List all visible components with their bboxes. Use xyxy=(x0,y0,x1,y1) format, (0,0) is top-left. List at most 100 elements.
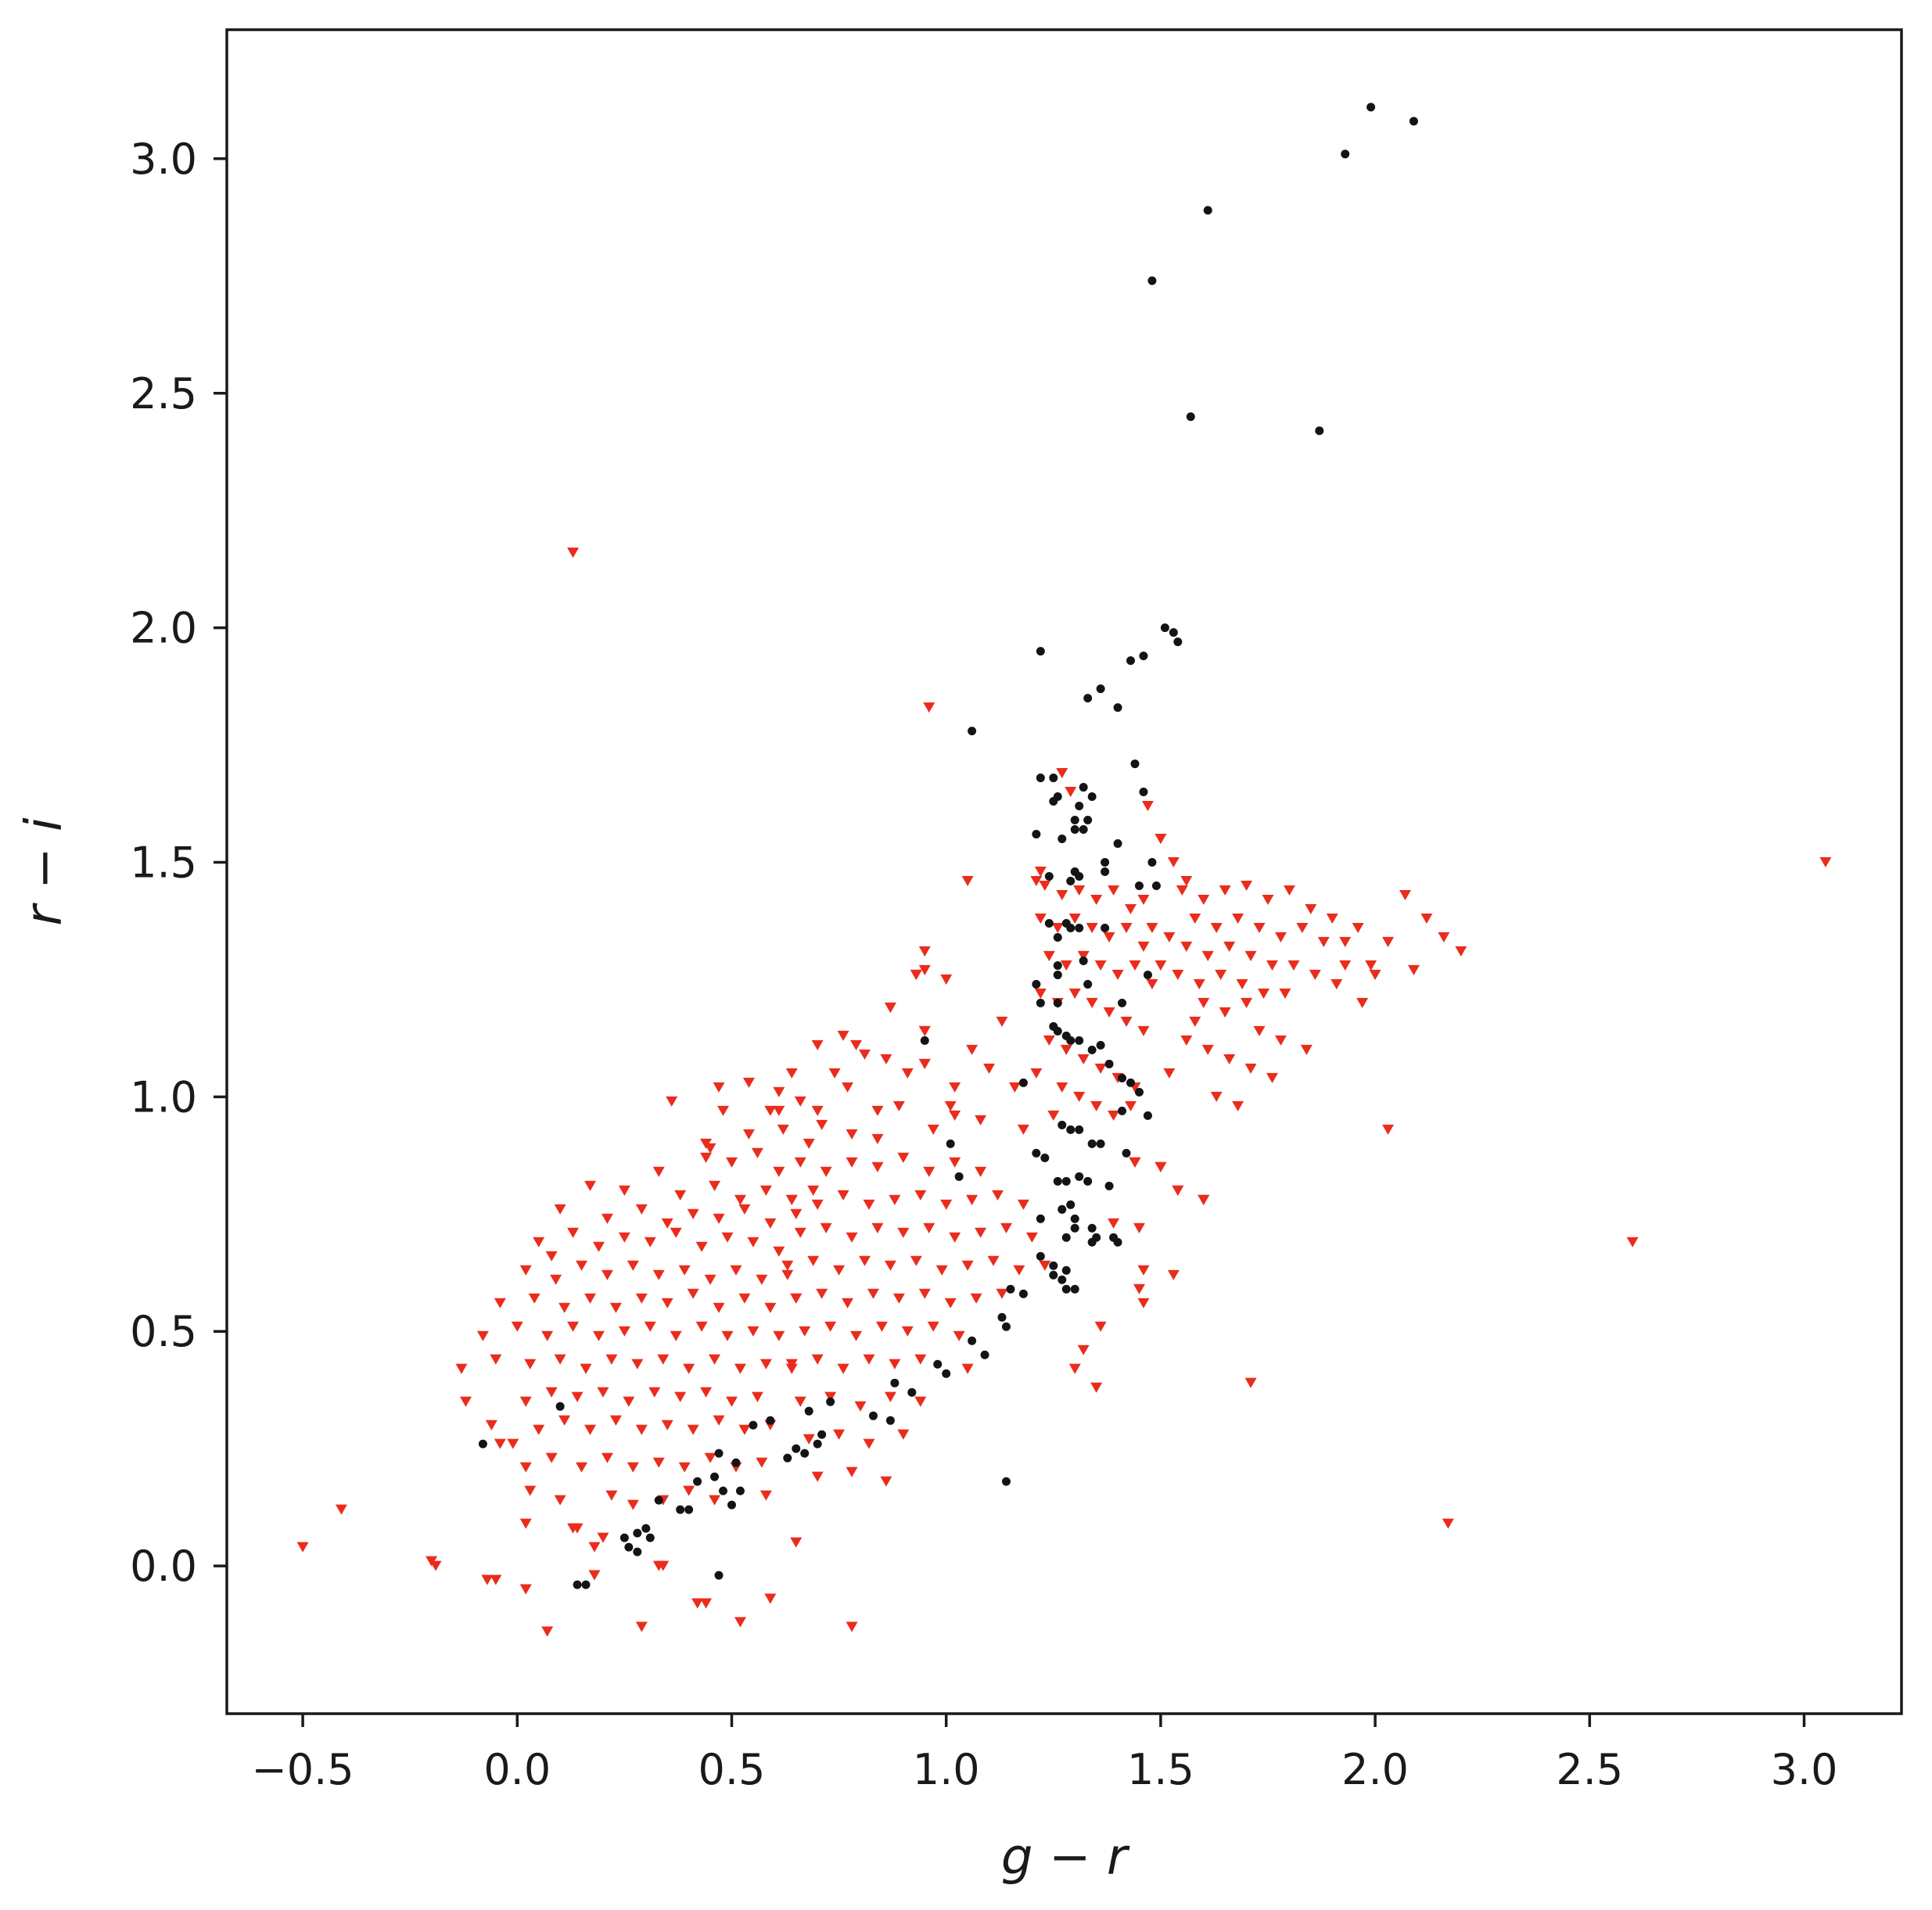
data-point-circle xyxy=(731,1458,741,1467)
data-point-circle xyxy=(1036,774,1045,783)
data-point-triangle xyxy=(1438,932,1450,942)
data-point-triangle xyxy=(528,1293,540,1304)
data-point-triangle xyxy=(734,1363,746,1374)
data-point-circle xyxy=(1315,426,1324,436)
data-point-triangle xyxy=(519,1462,532,1473)
data-point-triangle xyxy=(1317,936,1330,947)
data-point-triangle xyxy=(725,1396,738,1407)
data-point-triangle xyxy=(554,1204,566,1215)
data-point-triangle xyxy=(773,1086,785,1097)
data-point-circle xyxy=(710,1472,720,1481)
data-point-triangle xyxy=(940,1199,953,1210)
data-point-triangle xyxy=(494,1438,506,1449)
data-point-circle xyxy=(980,1350,989,1359)
data-point-triangle xyxy=(914,1354,927,1365)
data-point-circle xyxy=(727,1500,736,1510)
data-point-triangle xyxy=(799,1326,811,1337)
data-point-triangle xyxy=(1013,1265,1025,1276)
data-point-triangle xyxy=(910,1255,922,1266)
data-point-triangle xyxy=(1068,988,1081,999)
data-point-triangle xyxy=(1155,1161,1167,1172)
data-point-triangle xyxy=(1133,1284,1145,1294)
data-point-circle xyxy=(1066,1125,1076,1134)
data-point-triangle xyxy=(687,1208,699,1219)
data-point-triangle xyxy=(901,1326,914,1337)
data-point-triangle xyxy=(790,1293,803,1304)
data-point-triangle xyxy=(652,1269,665,1280)
data-point-circle xyxy=(1044,918,1054,928)
data-point-triangle xyxy=(1137,941,1150,952)
data-point-triangle xyxy=(1086,997,1098,1008)
data-point-triangle xyxy=(700,1387,713,1398)
data-point-triangle xyxy=(811,1354,824,1365)
data-point-triangle xyxy=(1146,922,1158,933)
data-point-triangle xyxy=(975,1115,987,1126)
data-point-triangle xyxy=(1090,894,1103,906)
data-point-triangle xyxy=(1382,936,1395,947)
data-point-circle xyxy=(1147,858,1157,867)
data-point-circle xyxy=(1143,970,1152,979)
data-point-circle xyxy=(1083,1176,1093,1186)
data-point-triangle xyxy=(635,1621,648,1632)
data-point-triangle xyxy=(927,1124,939,1135)
data-point-triangle xyxy=(842,1082,854,1093)
data-point-triangle xyxy=(1039,880,1051,892)
data-point-triangle xyxy=(1352,922,1364,933)
data-point-triangle xyxy=(901,1068,914,1079)
data-point-triangle xyxy=(588,1570,601,1581)
data-point-triangle xyxy=(721,1232,734,1243)
data-point-triangle xyxy=(811,1039,824,1050)
data-point-circle xyxy=(946,1139,955,1148)
data-point-triangle xyxy=(592,1330,605,1341)
data-point-triangle xyxy=(811,1105,824,1116)
data-point-triangle xyxy=(511,1321,523,1332)
data-point-triangle xyxy=(1172,1185,1184,1196)
data-point-circle xyxy=(1001,1477,1011,1486)
data-point-circle xyxy=(868,1411,878,1420)
data-point-triangle xyxy=(1137,894,1150,906)
data-point-triangle xyxy=(558,1415,571,1426)
data-point-triangle xyxy=(1244,1377,1257,1388)
data-point-triangle xyxy=(1137,1298,1150,1309)
data-point-circle xyxy=(817,1430,827,1439)
data-point-circle xyxy=(1101,867,1110,876)
data-point-circle xyxy=(1036,1214,1045,1223)
data-point-triangle xyxy=(725,1157,738,1168)
data-point-triangle xyxy=(975,1227,987,1238)
data-point-triangle xyxy=(996,1288,1008,1299)
data-point-triangle xyxy=(1198,1194,1210,1205)
data-point-triangle xyxy=(580,1363,592,1374)
data-point-triangle xyxy=(670,1330,682,1341)
data-point-triangle xyxy=(785,1068,798,1079)
data-point-triangle xyxy=(1236,978,1248,989)
data-point-triangle xyxy=(674,1391,687,1402)
data-point-triangle xyxy=(631,1359,644,1370)
data-point-triangle xyxy=(871,1133,884,1144)
data-point-triangle xyxy=(923,702,935,713)
data-point-circle xyxy=(1075,802,1084,811)
data-point-triangle xyxy=(1244,950,1257,961)
data-point-triangle xyxy=(781,1269,794,1280)
y-axis-label: r − i xyxy=(16,817,74,926)
data-point-circle xyxy=(1040,1153,1050,1162)
data-point-triangle xyxy=(751,1147,763,1158)
data-point-triangle xyxy=(923,1222,935,1233)
data-point-triangle xyxy=(704,1452,716,1463)
data-point-triangle xyxy=(949,1110,961,1121)
data-point-triangle xyxy=(545,1387,558,1398)
data-point-triangle xyxy=(1043,1035,1055,1046)
data-point-triangle xyxy=(666,1096,678,1107)
data-point-triangle xyxy=(507,1438,519,1449)
data-point-triangle xyxy=(1137,1025,1150,1036)
data-point-circle xyxy=(1006,1284,1015,1294)
data-point-triangle xyxy=(1056,1082,1068,1093)
data-point-triangle xyxy=(1125,903,1137,915)
data-point-circle xyxy=(766,1416,775,1425)
data-point-triangle xyxy=(1056,889,1068,901)
data-point-triangle xyxy=(554,1354,566,1365)
data-point-circle xyxy=(1061,1284,1071,1294)
data-point-triangle xyxy=(1073,1091,1086,1102)
data-point-triangle xyxy=(1274,1035,1287,1046)
data-point-triangle xyxy=(335,1504,347,1515)
